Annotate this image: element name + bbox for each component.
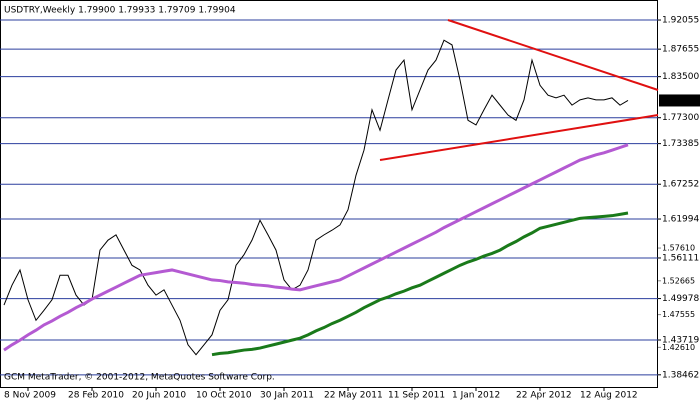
x-tick-label: 11 Sep 2011 — [388, 391, 445, 401]
trend-line-upper — [447, 19, 659, 91]
series-line — [211, 211, 629, 357]
x-tick-label: 12 Aug 2012 — [580, 391, 638, 401]
x-tick-label: 8 Nov 2009 — [4, 391, 56, 401]
y-minor-tick-label: 1.52665 — [662, 276, 695, 285]
labels: 1.92055 1.87655 1.83500 1.77300 1.73385 1.672… — [4, 16, 700, 401]
chart-title: USDTRY,Weekly 1.79900 1.79933 1.79709 1.… — [4, 6, 236, 16]
y-minor-tick-label: 1.42610 — [662, 343, 695, 352]
x-tick-label: 30 Jan 2011 — [260, 391, 314, 401]
y-tick-label: 1.73385 — [662, 139, 699, 149]
y-tick-label: 1.83500 — [662, 72, 699, 82]
x-tick-label: 10 Oct 2010 — [196, 391, 252, 401]
y-tick-label: 1.56111 — [662, 253, 699, 263]
x-tick-label: 22 Apr 2012 — [516, 391, 572, 401]
series-line — [3, 143, 629, 352]
y-minor-tick-label: 1.57610 — [662, 244, 695, 253]
y-minor-tick-label: 1.47555 — [662, 310, 695, 319]
x-tick-label: 28 Feb 2010 — [68, 391, 124, 401]
y-tick-label: 1.87655 — [662, 45, 699, 55]
plot-frame — [0, 0, 658, 388]
series-line — [3, 39, 629, 356]
y-tick-label: 1.61994 — [662, 215, 699, 225]
y-tick-label: 1.38462 — [662, 370, 699, 380]
x-tick-label: 20 Jun 2010 — [132, 391, 186, 401]
y-tick-label: 1.77300 — [662, 113, 699, 123]
x-tick-label: 22 May 2011 — [324, 391, 383, 401]
x-tick-label: 1 Jan 2012 — [452, 391, 500, 401]
y-tick-label: 1.49978 — [662, 294, 699, 304]
y-tick-label: 1.67252 — [662, 180, 699, 190]
marks — [3, 39, 629, 357]
footer: GCM MetaTrader, © 2001-2012, MetaQuotes … — [4, 373, 275, 383]
current-price-label: 1.79904 — [662, 96, 699, 106]
grid — [0, 19, 658, 376]
y-tick-label: 1.43719 — [662, 336, 699, 346]
y-tick-label: 1.92055 — [662, 16, 699, 26]
current-price-box — [659, 94, 700, 107]
trend-line-lower — [379, 114, 659, 161]
